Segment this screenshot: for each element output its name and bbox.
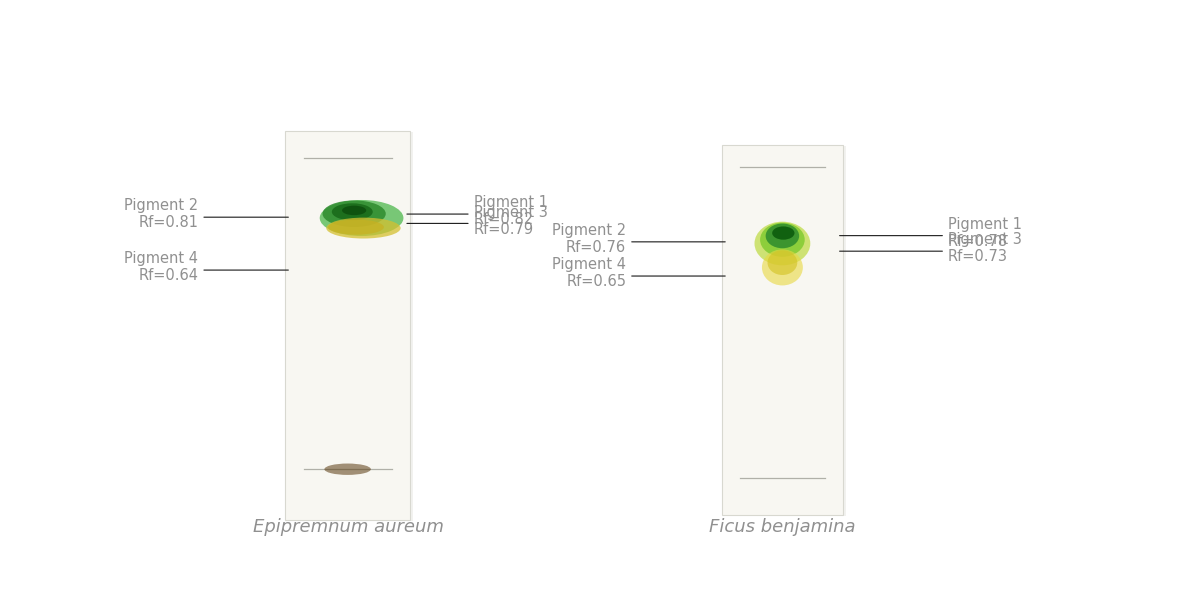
Ellipse shape	[326, 217, 401, 238]
Text: Pigment 1: Pigment 1	[948, 217, 1022, 232]
Ellipse shape	[324, 463, 371, 475]
Text: Pigment 4: Pigment 4	[552, 257, 626, 272]
FancyBboxPatch shape	[722, 145, 842, 515]
Text: Epipremnum aureum: Epipremnum aureum	[253, 519, 444, 537]
Text: Pigment 4: Pigment 4	[125, 251, 198, 266]
FancyBboxPatch shape	[284, 131, 410, 520]
Ellipse shape	[768, 250, 797, 275]
Ellipse shape	[755, 222, 810, 265]
Text: Rf=0.65: Rf=0.65	[566, 274, 626, 290]
Ellipse shape	[762, 249, 803, 285]
Text: Pigment 2: Pigment 2	[552, 223, 626, 238]
Text: Rf=0.73: Rf=0.73	[948, 249, 1008, 264]
Text: Ficus benjamina: Ficus benjamina	[709, 519, 856, 537]
Text: Rf=0.78: Rf=0.78	[948, 234, 1008, 249]
Ellipse shape	[772, 227, 794, 240]
FancyBboxPatch shape	[725, 147, 846, 516]
Ellipse shape	[319, 200, 403, 236]
Ellipse shape	[332, 203, 373, 221]
Ellipse shape	[328, 219, 384, 235]
FancyBboxPatch shape	[288, 132, 413, 521]
Text: Rf=0.82: Rf=0.82	[474, 213, 534, 227]
Ellipse shape	[323, 200, 385, 227]
Text: Rf=0.64: Rf=0.64	[138, 269, 198, 283]
Text: Pigment 1: Pigment 1	[474, 195, 547, 210]
Ellipse shape	[760, 222, 805, 257]
Text: Pigment 3: Pigment 3	[948, 232, 1022, 247]
Ellipse shape	[342, 206, 366, 215]
Text: Rf=0.76: Rf=0.76	[566, 240, 626, 255]
Text: Pigment 3: Pigment 3	[474, 205, 547, 219]
Text: Pigment 2: Pigment 2	[125, 198, 198, 213]
Text: Rf=0.81: Rf=0.81	[138, 216, 198, 230]
Ellipse shape	[766, 224, 799, 248]
Text: Rf=0.79: Rf=0.79	[474, 222, 534, 237]
